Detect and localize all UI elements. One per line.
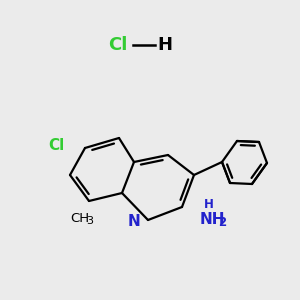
Text: 3: 3 [86,216,94,226]
Text: CH: CH [70,212,90,224]
Text: Cl: Cl [108,36,128,54]
Text: NH: NH [200,212,226,227]
Text: N: N [128,214,140,230]
Text: H: H [158,36,172,54]
Text: H: H [204,198,214,211]
Text: 2: 2 [218,217,226,230]
Text: Cl: Cl [48,137,64,152]
